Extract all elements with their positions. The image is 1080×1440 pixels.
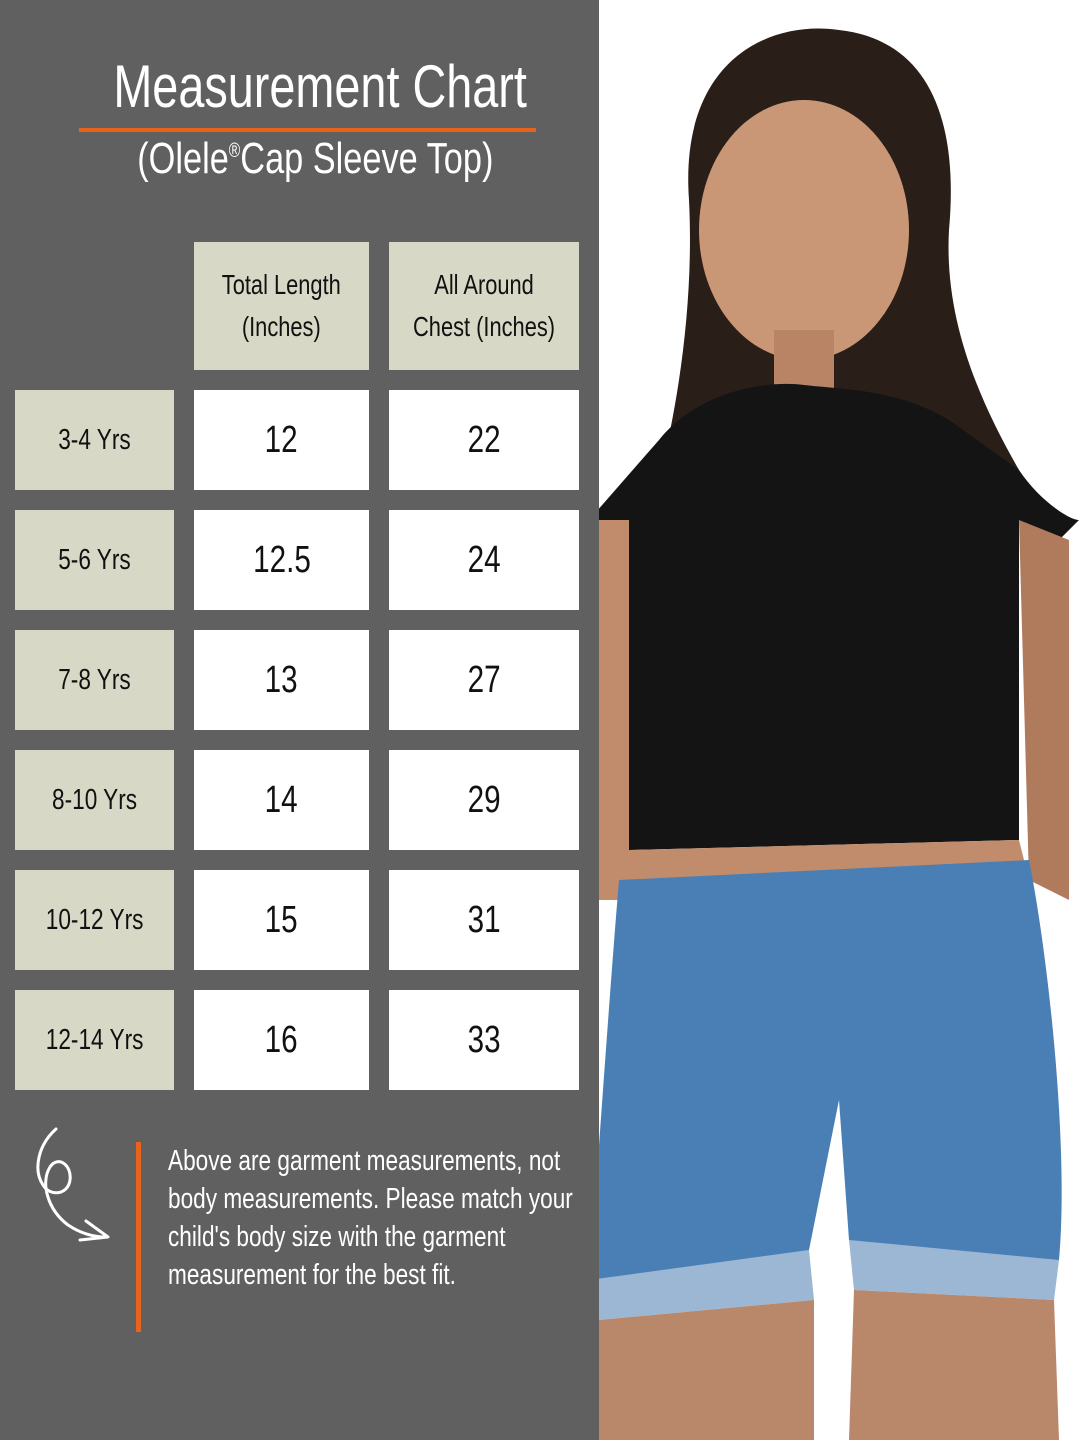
subtitle-text: (Olele®Cap Sleeve Top): [137, 134, 493, 184]
size-text: 12-14 Yrs: [45, 1023, 144, 1056]
column-header-chest: All Around Chest (Inches): [389, 242, 579, 370]
page-title: Measurement Chart: [0, 52, 640, 121]
chest-text: 27: [467, 658, 501, 701]
size-label: 8-10 Yrs: [15, 750, 174, 850]
header-line: Total Length: [221, 269, 341, 300]
total-length-value: 12: [194, 390, 369, 490]
size-label: 10-12 Yrs: [15, 870, 174, 970]
title-text: Measurement Chart: [113, 53, 527, 120]
subtitle-prefix: (Olele: [136, 134, 229, 183]
chest-text: 33: [467, 1018, 501, 1061]
header-line: All Around: [434, 269, 534, 300]
title-divider: [79, 128, 536, 132]
fit-note: Above are garment measurements, not body…: [168, 1142, 588, 1294]
chest-text: 22: [467, 418, 501, 461]
length-text: 14: [265, 778, 298, 821]
model-photo: [599, 0, 1080, 1440]
chest-text: 29: [467, 778, 501, 821]
length-text: 12.5: [252, 538, 311, 581]
chest-value: 33: [389, 990, 579, 1090]
chest-text: 31: [467, 898, 501, 941]
size-text: 5-6 Yrs: [58, 543, 131, 576]
size-text: 8-10 Yrs: [51, 783, 138, 816]
size-text: 3-4 Yrs: [58, 423, 131, 456]
length-text: 15: [265, 898, 298, 941]
chest-value: 31: [389, 870, 579, 970]
chest-value: 22: [389, 390, 579, 490]
total-length-value: 13: [194, 630, 369, 730]
size-label: 12-14 Yrs: [15, 990, 174, 1090]
chest-value: 29: [389, 750, 579, 850]
subtitle-suffix: Cap Sleeve Top): [239, 134, 494, 183]
length-text: 12: [265, 418, 298, 461]
total-length-value: 14: [194, 750, 369, 850]
measurement-panel: Measurement Chart (Olele®Cap Sleeve Top)…: [0, 0, 599, 1440]
size-label: 3-4 Yrs: [15, 390, 174, 490]
chest-value: 27: [389, 630, 579, 730]
column-header-total-length: Total Length (Inches): [194, 242, 369, 370]
curly-arrow-icon: [36, 1127, 110, 1242]
header-line: (Inches): [242, 311, 321, 342]
total-length-value: 12.5: [194, 510, 369, 610]
size-label: 5-6 Yrs: [15, 510, 174, 610]
registered-mark: ®: [228, 140, 240, 162]
note-text: Above are garment measurements, not body…: [168, 1145, 573, 1291]
page-subtitle: (Olele®Cap Sleeve Top): [0, 134, 630, 184]
size-text: 10-12 Yrs: [45, 903, 144, 936]
total-length-value: 16: [194, 990, 369, 1090]
size-label: 7-8 Yrs: [15, 630, 174, 730]
chest-text: 24: [467, 538, 501, 581]
length-text: 13: [265, 658, 298, 701]
header-line: Chest (Inches): [412, 311, 556, 342]
chest-value: 24: [389, 510, 579, 610]
length-text: 16: [265, 1018, 298, 1061]
total-length-value: 15: [194, 870, 369, 970]
note-accent-bar: [136, 1142, 141, 1332]
size-text: 7-8 Yrs: [58, 663, 131, 696]
